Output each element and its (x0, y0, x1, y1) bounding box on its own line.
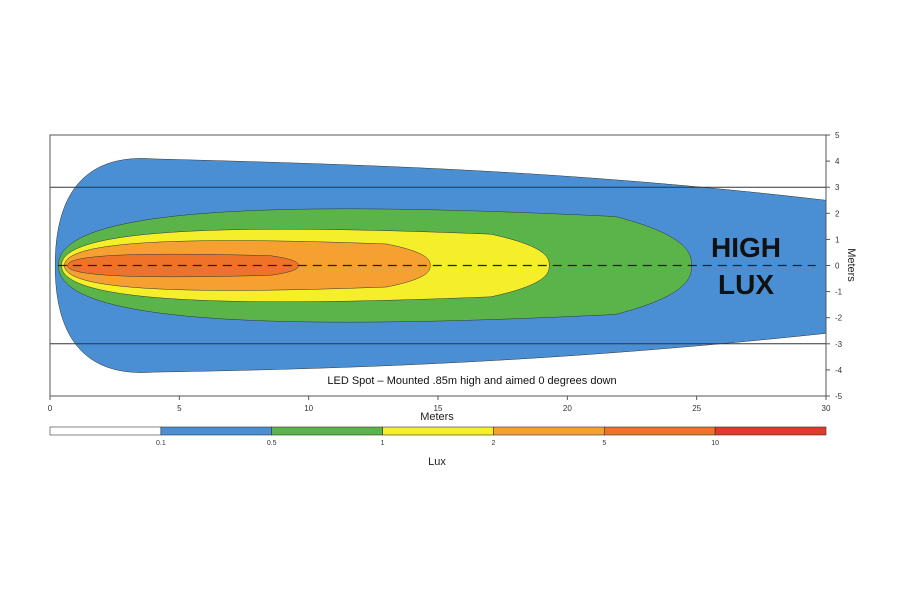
colorbar-segment (714, 426, 827, 436)
colorbar-tick-label: 5 (602, 440, 606, 447)
x-axis-ticks: 0 5 10 15 20 25 30 (48, 396, 831, 413)
x-tick-label: 30 (822, 404, 831, 413)
y-tick-label: -5 (835, 392, 843, 401)
colorbar-title: Lux (428, 456, 446, 468)
x-tick-label: 0 (48, 404, 53, 413)
colorbar-segment (49, 426, 162, 436)
y-tick-label: 4 (835, 157, 840, 166)
colorbar-segment (603, 426, 716, 436)
x-tick-label: 10 (304, 404, 313, 413)
y-tick-label: 1 (835, 235, 840, 244)
colorbar-tick-label: 0.5 (267, 440, 277, 447)
x-tick-label: 20 (563, 404, 572, 413)
annotation-line-2: LUX (718, 269, 774, 300)
colorbar-tick-label: 1 (381, 440, 385, 447)
y-tick-label: 3 (835, 183, 840, 192)
x-tick-label: 5 (177, 404, 182, 413)
annotation-line-1: HIGH (711, 232, 781, 263)
y-tick-label: 5 (835, 131, 840, 140)
colorbar-tick-label: 2 (491, 440, 495, 447)
y-axis-title: Meters (845, 248, 857, 282)
colorbar-segment (271, 426, 383, 436)
y-tick-label: -1 (835, 288, 843, 297)
y-axis-ticks: 5 4 3 2 1 0 -1 -2 -3 -4 -5 (826, 131, 843, 401)
x-tick-label: 15 (434, 404, 443, 413)
colorbar-segment (382, 426, 494, 436)
y-tick-label: -3 (835, 340, 843, 349)
colorbar-tick-label: 0.1 (156, 440, 166, 447)
x-axis-title: Meters (420, 411, 454, 423)
y-tick-label: 0 (835, 262, 840, 271)
y-tick-label: 2 (835, 209, 840, 218)
lux-colorbar: 0.1 0.5 1 2 5 10 (49, 426, 827, 447)
x-tick-label: 25 (692, 404, 701, 413)
chart-caption: LED Spot – Mounted .85m high and aimed 0… (327, 375, 616, 387)
reference-lines (50, 186, 826, 345)
colorbar-tick-label: 10 (711, 440, 719, 447)
y-tick-label: -4 (835, 366, 843, 375)
y-tick-label: -2 (835, 314, 843, 323)
colorbar-segment (493, 426, 605, 436)
colorbar-segment (160, 426, 273, 436)
